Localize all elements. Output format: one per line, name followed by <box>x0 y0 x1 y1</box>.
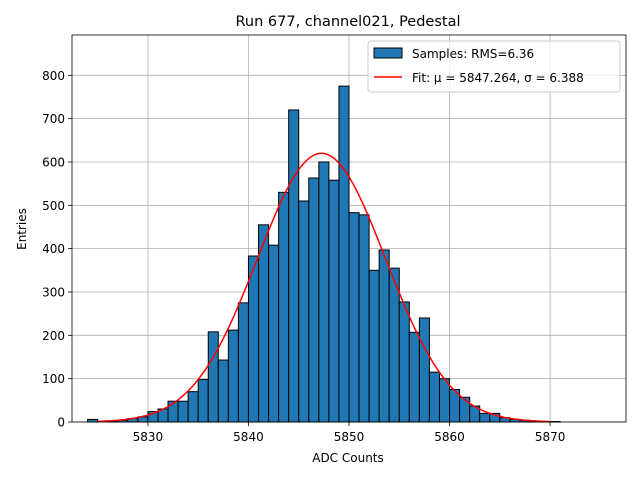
histogram-bar <box>288 109 300 423</box>
histogram-bar <box>278 191 290 423</box>
gaussian-fit-curve <box>97 152 551 423</box>
histogram-bar <box>197 379 209 423</box>
legend-histogram-swatch <box>373 47 403 59</box>
x-tick-label: 5850 <box>334 430 365 444</box>
x-axis-label: ADC Counts <box>312 451 384 465</box>
x-tick-label: 5870 <box>535 430 566 444</box>
histogram-bar <box>258 224 270 423</box>
histogram-bar <box>217 359 229 423</box>
legend-frame <box>367 40 621 93</box>
y-axis-label: Entries <box>15 208 29 250</box>
x-tick-label: 5860 <box>434 430 465 444</box>
histogram-bar <box>459 396 471 423</box>
x-axis-ticks: 5830 5840 5850 5860 5870 <box>133 422 566 444</box>
histogram-bar <box>418 317 430 423</box>
chart-title: Run 677, channel021, Pedestal <box>235 14 460 30</box>
y-tick-label: 700 <box>42 112 65 126</box>
histogram-bar <box>227 329 239 423</box>
histogram-bar <box>338 85 350 423</box>
histogram-bar <box>438 378 451 423</box>
histogram-bar <box>358 214 370 423</box>
histogram-bar <box>207 331 219 423</box>
histogram-bar <box>247 255 260 423</box>
y-tick-label: 500 <box>42 199 65 213</box>
histogram-bar <box>328 179 340 423</box>
histogram-bars <box>87 85 561 423</box>
legend-fit-label: Fit: μ = 5847.264, σ = 6.388 <box>412 71 584 85</box>
histogram-bar <box>428 371 440 423</box>
histogram-bar <box>308 177 320 423</box>
y-tick-label: 600 <box>42 155 65 169</box>
y-tick-label: 200 <box>42 329 65 343</box>
legend-histogram-label: Samples: RMS=6.36 <box>412 47 534 61</box>
histogram-bar <box>268 244 280 423</box>
y-tick-label: 300 <box>42 285 65 299</box>
histogram-bar <box>298 200 310 423</box>
legend: Samples: RMS=6.36 Fit: μ = 5847.264, σ =… <box>367 40 621 93</box>
histogram-bar <box>237 302 249 423</box>
y-tick-label: 800 <box>42 69 65 83</box>
y-tick-label: 0 <box>57 416 65 430</box>
histogram-bar <box>408 331 420 423</box>
histogram-bar <box>348 212 360 423</box>
histogram-bar <box>398 301 410 423</box>
histogram-bar <box>378 249 390 423</box>
histogram-bar <box>167 400 179 423</box>
histogram-bar <box>187 391 199 423</box>
x-tick-label: 5840 <box>233 430 264 444</box>
x-tick-label: 5830 <box>133 430 164 444</box>
histogram-bar <box>177 400 189 423</box>
y-axis-ticks: 0 100 200 300 400 500 600 700 800 <box>42 69 72 430</box>
histogram-bar <box>368 269 380 423</box>
histogram-bar <box>318 161 330 423</box>
histogram-bar <box>479 412 491 423</box>
y-tick-label: 400 <box>42 242 65 256</box>
y-tick-label: 100 <box>42 372 65 386</box>
